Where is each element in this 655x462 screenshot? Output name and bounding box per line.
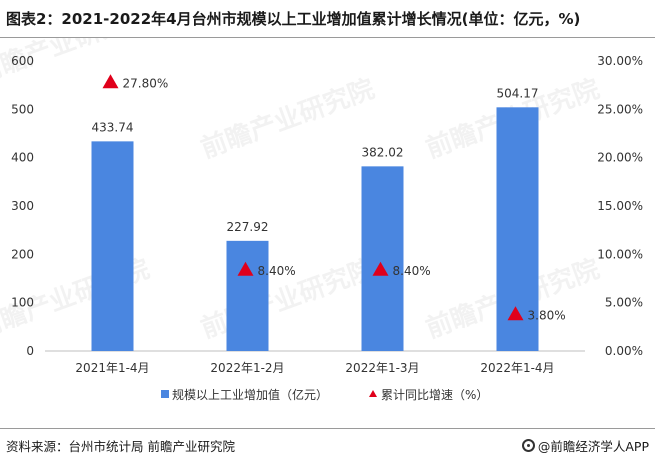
marker-value-label: 8.40% xyxy=(258,264,296,278)
bar-series xyxy=(91,107,539,351)
chart-plot: 前瞻产业研究院前瞻产业研究院前瞻产业研究院前瞻产业研究院前瞻产业研究院前瞻产业研… xyxy=(0,38,643,402)
footer-divider xyxy=(0,428,655,429)
left-axis-tick-label: 500 xyxy=(11,102,34,116)
source-note: 资料来源：台州市统计局 前瞻产业研究院 xyxy=(6,439,235,454)
x-axis-category-label: 2022年1-3月 xyxy=(345,361,419,375)
marker-series xyxy=(102,74,524,321)
bar-value-label: 433.74 xyxy=(92,120,134,134)
bar xyxy=(361,166,404,351)
right-axis-tick-label: 10.00% xyxy=(597,247,643,261)
brand-credit-text: @前瞻经济学人APP xyxy=(537,439,649,454)
brand-logo-icon xyxy=(521,439,535,452)
left-axis-ticks: 0 100 200 300 400 500 600 xyxy=(11,54,34,358)
right-axis-tick-label: 20.00% xyxy=(597,151,643,165)
triangle-marker xyxy=(507,306,524,321)
legend-bar-swatch xyxy=(161,390,169,398)
legend-marker-swatch xyxy=(369,390,377,397)
x-axis-category-label: 2022年1-4月 xyxy=(480,361,554,375)
marker-value-label: 3.80% xyxy=(528,308,566,322)
triangle-marker xyxy=(102,74,119,89)
right-axis-tick-label: 25.00% xyxy=(597,102,643,116)
right-axis-tick-label: 30.00% xyxy=(597,54,643,68)
watermark-text: 前瞻产业研究院 xyxy=(197,73,379,164)
right-axis-ticks: 0.00% 5.00% 10.00% 15.00% 20.00% 25.00% 30.00% xyxy=(597,54,643,358)
right-axis-tick-label: 15.00% xyxy=(597,199,643,213)
bar xyxy=(226,240,269,351)
chart-title: 图表2：2021-2022年4月台州市规模以上工业增加值累计增长情况(单位：亿元… xyxy=(6,10,581,28)
left-axis-tick-label: 300 xyxy=(11,199,34,213)
legend: 规模以上工业增加值（亿元） 累计同比增速（%） xyxy=(161,387,488,402)
bar-value-label: 504.17 xyxy=(497,86,539,100)
title-divider xyxy=(0,37,655,38)
left-axis-tick-label: 600 xyxy=(11,54,34,68)
right-axis-tick-label: 0.00% xyxy=(605,344,643,358)
left-axis-tick-label: 0 xyxy=(26,344,34,358)
left-axis-tick-label: 100 xyxy=(11,296,34,310)
x-axis-category-label: 2021年1-4月 xyxy=(75,361,149,375)
bar-value-labels: 433.74 227.92 382.02 504.17 xyxy=(92,86,539,234)
brand-credit: @前瞻经济学人APP xyxy=(521,436,649,455)
x-axis-category-label: 2022年1-2月 xyxy=(210,361,284,375)
left-axis-tick-label: 400 xyxy=(11,151,34,165)
legend-bar-label: 规模以上工业增加值（亿元） xyxy=(172,387,328,402)
x-axis-category-labels: 2021年1-4月 2022年1-2月 2022年1-3月 2022年1-4月 xyxy=(75,361,554,375)
marker-value-label: 8.40% xyxy=(393,264,431,278)
marker-value-label: 27.80% xyxy=(123,76,169,90)
marker-value-labels: 27.80% 8.40% 8.40% 3.80% xyxy=(123,76,566,322)
legend-marker-label: 累计同比增速（%） xyxy=(381,388,488,402)
triangle-marker xyxy=(237,261,254,276)
triangle-marker xyxy=(372,261,389,276)
left-axis-tick-label: 200 xyxy=(11,247,34,261)
right-axis-tick-label: 5.00% xyxy=(605,296,643,310)
bar xyxy=(91,141,134,351)
bar-value-label: 227.92 xyxy=(227,220,269,234)
bar-value-label: 382.02 xyxy=(362,145,404,159)
